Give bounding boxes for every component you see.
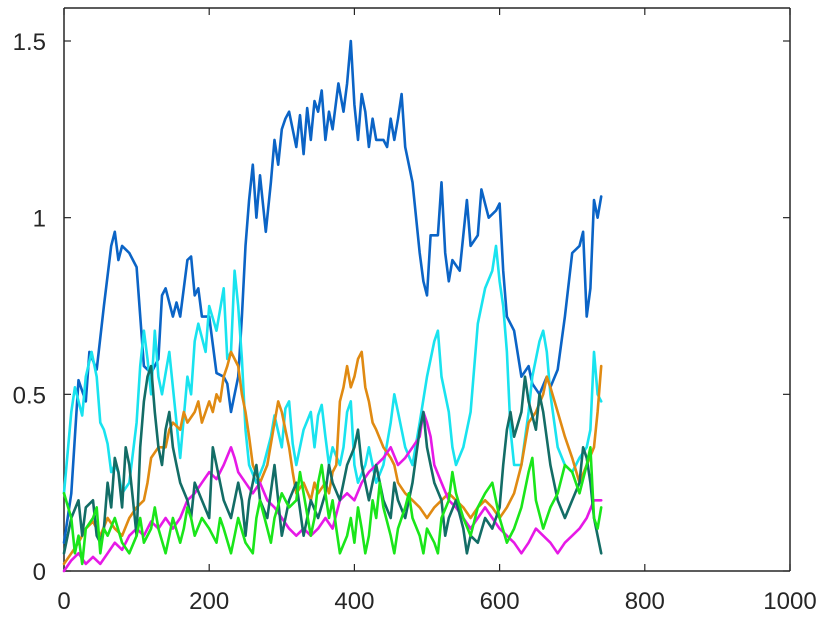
x-tick-label: 800 [625, 588, 665, 615]
x-tick-label: 600 [480, 588, 520, 615]
x-tick-label: 200 [189, 588, 229, 615]
y-tick-label: 0 [33, 559, 46, 586]
series-line-1 [62, 39, 603, 545]
tick-labels: 0 200 400 600 800 1000 0 0.5 1 1.5 [13, 29, 817, 615]
y-tick-label: 1.5 [13, 29, 46, 56]
axes-frame [63, 7, 791, 572]
y-tick-label: 1 [33, 206, 46, 233]
y-tick-label: 0.5 [13, 382, 46, 409]
x-tick-label: 1000 [763, 588, 816, 615]
series-line-6 [62, 445, 603, 566]
series-group [62, 39, 603, 573]
x-tick-label: 0 [57, 588, 70, 615]
series-line-5 [62, 364, 603, 555]
x-tick-label: 400 [334, 588, 374, 615]
ticks [63, 8, 791, 572]
